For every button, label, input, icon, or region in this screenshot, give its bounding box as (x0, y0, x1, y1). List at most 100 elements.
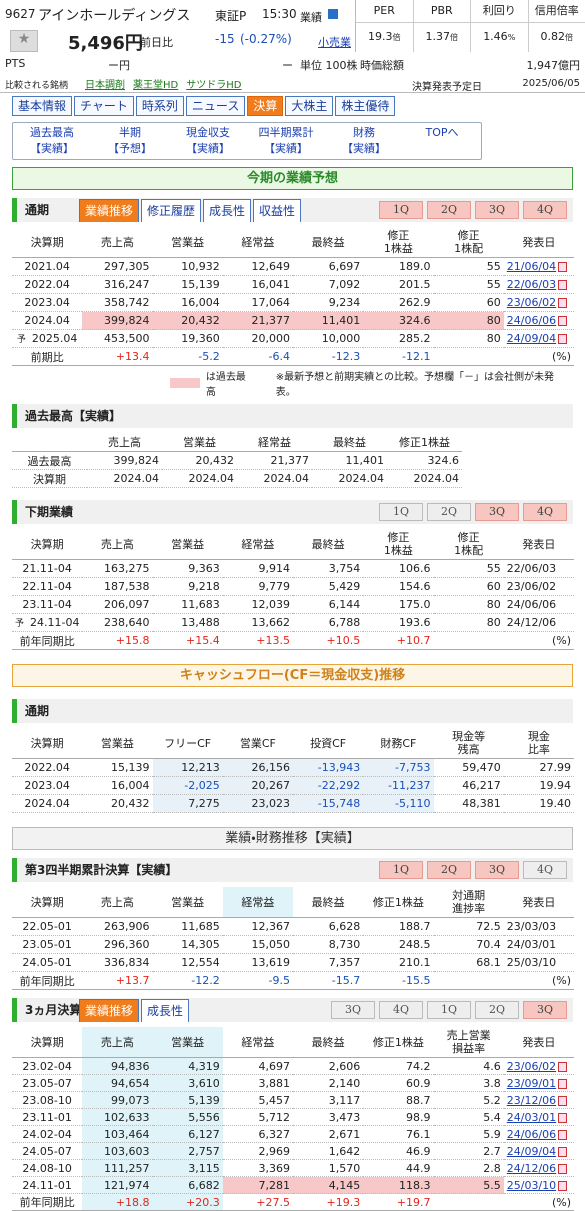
peer-link[interactable]: 日本調剤 (85, 80, 125, 91)
quarter-button[interactable]: 4Q (523, 503, 567, 521)
cell-text: 15,139 (181, 278, 220, 291)
favorite-button[interactable]: ★ (10, 30, 38, 52)
quarter-button[interactable]: 2Q (427, 861, 471, 879)
cell: 2024.04 (387, 470, 462, 488)
tab[interactable]: 決算 (247, 96, 283, 116)
footer-text: -12.3 (332, 350, 360, 363)
cell-text: 21.11-04 (22, 562, 71, 575)
date-link[interactable]: 24/09/04 (507, 1145, 556, 1158)
quarter-button[interactable]: 3Q (475, 201, 519, 219)
date-link[interactable]: 23/06/02 (507, 296, 556, 309)
quarter-button[interactable]: 1Q (379, 861, 423, 879)
quarter-button[interactable]: 3Q (331, 1001, 375, 1019)
column-header: 修正 1株配 (434, 529, 504, 560)
market-cap: 1,947億円 (527, 57, 581, 73)
cell-text: 12,213 (181, 761, 220, 774)
cell-text: 4,319 (188, 1060, 220, 1073)
footer-cell: -12.2 (153, 972, 223, 990)
cell-text: 20,000 (252, 332, 291, 345)
cell: -5,110 (363, 795, 433, 813)
date-link[interactable]: 24/06/06 (507, 314, 556, 327)
quarter-button[interactable]: 3Q (475, 861, 519, 879)
sub-nav-item[interactable]: 四半期累計【実績】 (247, 123, 325, 159)
tab[interactable]: 株主優待 (335, 96, 395, 116)
quarter-button[interactable]: 4Q (379, 1001, 423, 1019)
quarter-button[interactable]: 4Q (523, 201, 567, 219)
quarter-button[interactable]: 2Q (427, 201, 471, 219)
cell: 23/06/02 (504, 1058, 574, 1075)
footer-text: -15.7 (332, 974, 360, 987)
sub-tab[interactable]: 業績推移 (79, 999, 139, 1022)
sub-tab[interactable]: 成長性 (141, 999, 189, 1022)
cell-text: 27.99 (540, 761, 572, 774)
tab[interactable]: 大株主 (285, 96, 333, 116)
cell: 94,654 (82, 1075, 152, 1092)
cell: 3,369 (223, 1160, 293, 1177)
quarter-button[interactable]: 3Q (475, 503, 519, 521)
cell-text: 24/06/06 (507, 598, 556, 611)
peer-link[interactable]: 薬王堂HD (133, 80, 178, 91)
cell: 12,649 (223, 258, 293, 276)
peer-link[interactable]: サツドラHD (186, 80, 241, 91)
cell-text: 72.5 (476, 920, 501, 933)
quarter-button[interactable]: 1Q (379, 201, 423, 219)
tab[interactable]: 時系列 (136, 96, 184, 116)
cell-text: 7,275 (188, 797, 220, 810)
sub-nav-item[interactable]: TOPへ (403, 123, 481, 159)
quarter-button[interactable]: 4Q (523, 861, 567, 879)
tab[interactable]: ニュース (186, 96, 245, 116)
earnings-date: 2025/06/05 (522, 78, 580, 89)
cell: 60 (434, 578, 504, 596)
sub-tab[interactable]: 修正履歴 (141, 199, 201, 222)
date-link[interactable]: 21/06/04 (507, 260, 556, 273)
cell-text: 24.08-10 (22, 1162, 71, 1175)
tab[interactable]: チャート (74, 96, 134, 116)
sub-nav-sub: 【実績】 (325, 141, 403, 157)
cell: 163,275 (82, 560, 152, 578)
sub-nav-item[interactable]: 半期【予想】 (91, 123, 169, 159)
cell: 21,377 (237, 452, 312, 470)
sub-tab[interactable]: 収益性 (253, 199, 301, 222)
cell: 22/06/03 (504, 276, 574, 294)
quarter-button[interactable]: 3Q (523, 1001, 567, 1019)
quarter-button[interactable]: 2Q (475, 1001, 519, 1019)
date-link[interactable]: 22/06/03 (507, 278, 556, 291)
quarter-button[interactable]: 2Q (427, 503, 471, 521)
sub-nav-item[interactable]: 財務【実績】 (325, 123, 403, 159)
sub-nav-item[interactable]: 現金収支【実績】 (169, 123, 247, 159)
cell: 12,213 (153, 759, 223, 777)
tab[interactable]: 基本情報 (12, 96, 72, 116)
date-link[interactable]: 24/09/04 (507, 332, 556, 345)
cell: 175.0 (363, 596, 433, 614)
sub-tab[interactable]: 成長性 (203, 199, 251, 222)
cell: 2024.04 (237, 470, 312, 488)
footer-cell: +13.4 (82, 348, 152, 366)
date-link[interactable]: 25/03/10 (507, 1179, 556, 1192)
quarter-button[interactable]: 1Q (379, 503, 423, 521)
cell: 2,757 (153, 1143, 223, 1160)
cell: 46,217 (434, 777, 504, 795)
sector-link[interactable]: 小売業 (318, 34, 351, 50)
column-header: 対通期 進捗率 (434, 887, 504, 918)
cell: 7,357 (293, 954, 363, 972)
column-header: 修正1株益 (363, 1027, 433, 1058)
cell: 24/12/06 (504, 1160, 574, 1177)
cell: 2024.04 (162, 470, 237, 488)
footer-text: 前年同期比 (20, 1196, 75, 1209)
date-link[interactable]: 24/06/06 (507, 1128, 556, 1141)
quarter-button[interactable]: 1Q (427, 1001, 471, 1019)
date-link[interactable]: 23/06/02 (507, 1060, 556, 1073)
sub-nav-item[interactable]: 過去最高【実績】 (13, 123, 91, 159)
cell: 316,247 (82, 276, 152, 294)
date-link[interactable]: 23/09/01 (507, 1077, 556, 1090)
footer-cell: -15.5 (363, 972, 433, 990)
sub-tab[interactable]: 業績推移 (79, 199, 139, 222)
date-link[interactable]: 24/03/01 (507, 1111, 556, 1124)
date-link[interactable]: 24/12/06 (507, 1162, 556, 1175)
cell-text: 3,881 (259, 1077, 291, 1090)
date-link[interactable]: 23/12/06 (507, 1094, 556, 1107)
